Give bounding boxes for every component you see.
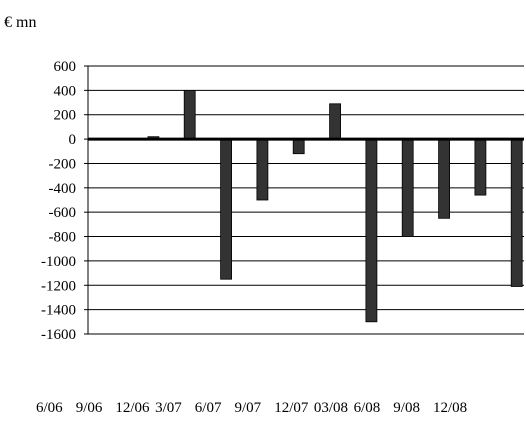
x-tick-label: 12/06 bbox=[115, 400, 150, 416]
x-tick-label: 9/07 bbox=[235, 400, 262, 416]
bar bbox=[438, 138, 451, 219]
bar bbox=[220, 138, 233, 280]
x-tick-label: 3/07 bbox=[155, 400, 182, 416]
x-tick-labels: 6/06 9/06 12/06 3/07 6/07 9/07 12/07 03/08 6/08 9… bbox=[36, 400, 467, 416]
bar bbox=[183, 90, 196, 140]
y-tick-label: 600 bbox=[54, 59, 77, 75]
y-tick-label: 400 bbox=[54, 83, 77, 99]
bar bbox=[474, 138, 487, 196]
x-tick-label: 9/06 bbox=[76, 400, 103, 416]
y-tick-label: -1600 bbox=[41, 327, 76, 343]
y-tick-label: -1400 bbox=[41, 303, 76, 319]
x-tick-label: 6/06 bbox=[36, 400, 63, 416]
grid-lines bbox=[84, 65, 524, 335]
y-tick-label: 200 bbox=[54, 108, 77, 124]
x-tick-label: 03/08 bbox=[314, 400, 348, 416]
bar bbox=[256, 138, 269, 201]
y-tick-label: -600 bbox=[49, 205, 77, 221]
bar bbox=[365, 138, 378, 323]
x-tick-label: 6/07 bbox=[195, 400, 222, 416]
bars bbox=[147, 90, 523, 323]
y-tick-label: -400 bbox=[49, 181, 77, 197]
bar bbox=[329, 103, 342, 140]
y-tick-label: -1000 bbox=[41, 254, 76, 270]
y-unit-label: € mn bbox=[4, 14, 36, 31]
axes bbox=[87, 66, 524, 334]
bar bbox=[292, 138, 305, 155]
y-tick-label: -200 bbox=[49, 156, 77, 172]
bar bbox=[510, 138, 523, 287]
y-tick-labels: 600 400 200 0 -200 -400 -600 -800 -1000 -1200 -140… bbox=[41, 59, 76, 343]
y-tick-label: 0 bbox=[69, 132, 77, 148]
x-tick-label: 12/08 bbox=[433, 400, 467, 416]
x-tick-label: 9/08 bbox=[393, 400, 420, 416]
x-tick-label: 12/07 bbox=[274, 400, 309, 416]
bar bbox=[401, 138, 414, 238]
y-tick-label: -800 bbox=[49, 230, 77, 246]
y-tick-label: -1200 bbox=[41, 278, 76, 294]
x-tick-label: 6/08 bbox=[354, 400, 381, 416]
